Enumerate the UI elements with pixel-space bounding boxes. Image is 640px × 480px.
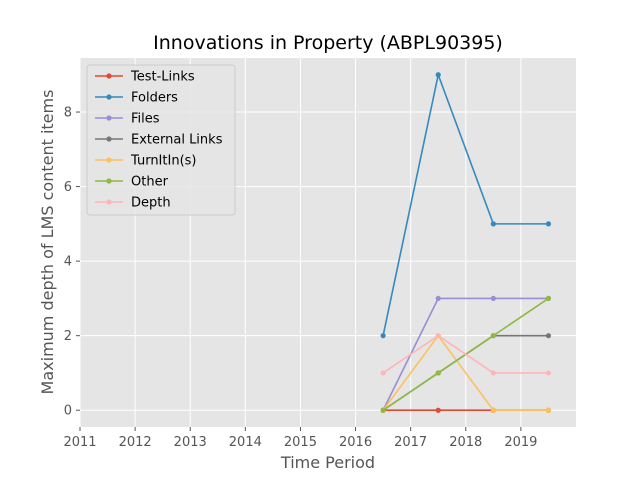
data-point-folders (490, 221, 496, 227)
legend-label: Depth (131, 196, 171, 211)
y-axis-label: Maximum depth of LMS content items (38, 90, 57, 395)
series-line-folders (382, 73, 549, 336)
legend-swatch-marker (106, 73, 112, 79)
x-tick-label: 2012 (119, 435, 152, 450)
x-axis-label: Time Period (280, 453, 375, 472)
legend-swatch-marker (106, 94, 112, 100)
data-point-depth (490, 370, 496, 376)
y-tick-label: 8 (64, 106, 72, 121)
legend-label: Other (131, 175, 169, 190)
y-tick-label: 4 (64, 255, 72, 270)
x-tick-label: 2018 (449, 435, 482, 450)
y-tick-label: 6 (64, 180, 72, 195)
data-point-depth (545, 370, 552, 376)
data-point-external-links (545, 333, 552, 339)
legend-swatch-marker (106, 157, 112, 163)
x-tick-label: 2015 (284, 435, 317, 450)
data-point-folders (380, 333, 386, 339)
x-tick-label: 2017 (394, 435, 427, 450)
data-point-other (490, 333, 496, 339)
data-point-turnitin-s (545, 407, 552, 413)
data-point-files (435, 295, 441, 302)
legend: Test-Links Folders Files External Links Turn… (86, 64, 236, 216)
legend-swatch-marker (106, 199, 112, 205)
data-point-folders (545, 221, 552, 227)
series-line-turnitin-s (382, 334, 549, 412)
series-depth (380, 333, 552, 376)
legend-box (86, 64, 236, 216)
y-tick-label: 0 (64, 404, 72, 419)
x-tick-label: 2019 (504, 435, 537, 450)
data-point-other (545, 295, 552, 302)
data-point-folders (435, 72, 441, 78)
legend-label: Folders (131, 91, 178, 106)
data-point-turnitin-s (490, 407, 496, 413)
series-folders (380, 72, 552, 339)
series-line-depth (382, 334, 549, 374)
x-tick-label: 2016 (339, 435, 372, 450)
x-tick-label: 2011 (63, 435, 96, 450)
legend-swatch-marker (106, 136, 112, 142)
data-point-other (380, 407, 386, 413)
data-point-depth (435, 333, 441, 339)
legend-label: TurnItIn(s) (130, 154, 196, 169)
x-tick-label: 2013 (174, 435, 207, 450)
legend-label: Files (131, 112, 160, 127)
y-tick-label: 2 (64, 329, 72, 344)
legend-label: External Links (131, 133, 223, 148)
legend-swatch-marker (106, 115, 112, 121)
chart-title: Innovations in Property (ABPL90395) (153, 32, 503, 54)
data-point-depth (380, 370, 386, 376)
legend-swatch-marker (106, 178, 112, 184)
x-tick-label: 2014 (229, 435, 262, 450)
data-point-files (490, 295, 496, 302)
data-point-other (435, 370, 441, 376)
data-point-test-links (435, 407, 441, 413)
legend-label: Test-Links (130, 70, 195, 85)
